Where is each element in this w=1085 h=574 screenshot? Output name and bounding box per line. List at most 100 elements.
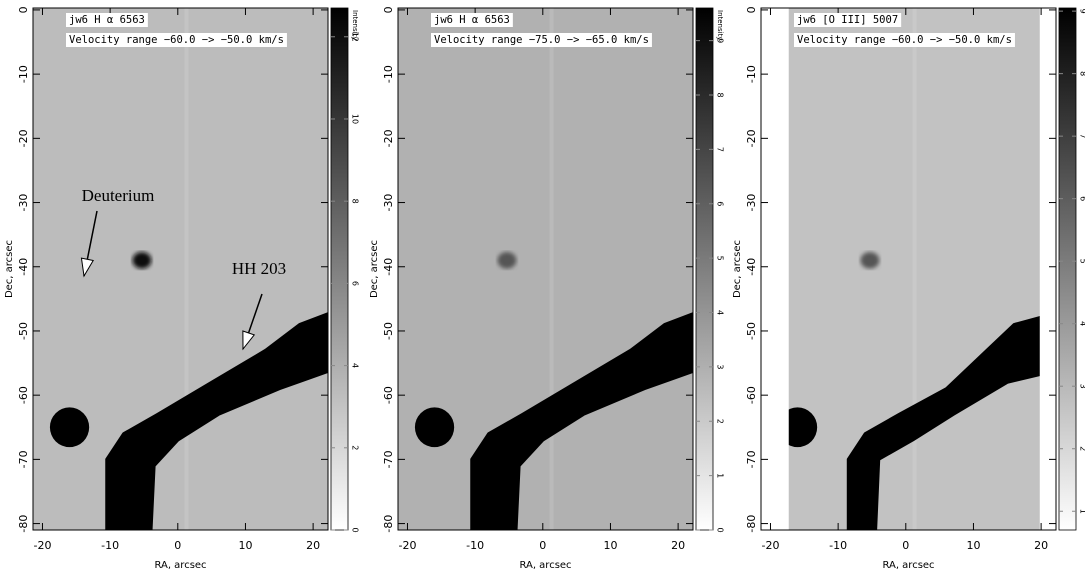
label-box — [431, 13, 513, 27]
x-tick-label: 0 — [902, 539, 909, 552]
y-tick-label: -80 — [382, 515, 395, 533]
bright-spot — [497, 251, 517, 269]
x-tick-label: 10 — [603, 539, 617, 552]
y-tick-label: -50 — [17, 322, 30, 340]
colorbar-tick-label: 2 — [351, 445, 360, 450]
x-axis-label: RA, arcsec — [154, 560, 206, 571]
colorbar-tick-label: 6 — [716, 201, 725, 206]
image-background — [33, 8, 328, 530]
colorbar — [1058, 7, 1077, 531]
x-tick-label: -20 — [398, 539, 416, 552]
y-tick-label: -80 — [17, 515, 30, 533]
colorbar-tick-label: 12 — [351, 32, 360, 42]
y-tick-label: -40 — [745, 258, 758, 276]
bright-spot — [860, 251, 880, 269]
colorbar-tick-label: 3 — [1079, 384, 1085, 389]
colorbar — [695, 7, 714, 531]
colorbar-tick-label: 0 — [716, 527, 725, 532]
colorbar-tick-label: 5 — [716, 256, 725, 261]
colorbar-tick-label: 6 — [1079, 196, 1085, 201]
image — [398, 8, 693, 530]
colorbar-tick-label: 10 — [351, 114, 360, 124]
y-tick-label: -60 — [17, 386, 30, 404]
colorbar-tick-label: 8 — [716, 92, 725, 97]
y-tick-label: -40 — [17, 258, 30, 276]
x-axis-label: RA, arcsec — [519, 560, 571, 571]
y-tick-label: -50 — [382, 322, 395, 340]
colorbar — [330, 7, 349, 531]
blank-strip — [1039, 8, 1056, 530]
colorbar-tick-label: 5 — [1079, 259, 1085, 264]
y-tick-label: 0 — [382, 6, 395, 13]
jet-feature — [105, 312, 328, 530]
dark-knot — [414, 407, 455, 448]
y-tick-label: -60 — [382, 386, 395, 404]
y-axis-label: Dec, arcsec — [732, 240, 743, 298]
y-axis-label: Dec, arcsec — [369, 240, 380, 298]
plot-frame — [32, 7, 329, 531]
bright-spot — [132, 251, 152, 269]
colorbar-tick-label: 2 — [716, 419, 725, 424]
y-tick-label: -60 — [745, 386, 758, 404]
colorbar-label: Intensity — [716, 10, 724, 40]
x-tick-label: 0 — [539, 539, 546, 552]
y-tick-label: -20 — [745, 129, 758, 147]
panel-label: jw6 [O III] 5007 — [797, 14, 898, 26]
y-tick-label: -10 — [745, 65, 758, 83]
x-tick-label: 0 — [174, 539, 181, 552]
image-background — [398, 8, 693, 530]
image-seam — [912, 8, 917, 530]
panel-label: Velocity range −75.0 −> −65.0 km/s — [434, 34, 649, 46]
colorbar-tick-label: 6 — [351, 281, 360, 286]
y-tick-label: -10 — [382, 65, 395, 83]
colorbar-tick-label: 9 — [1079, 9, 1085, 14]
y-tick-label: -70 — [382, 450, 395, 468]
label-box — [66, 13, 148, 27]
plot-frame — [760, 7, 1057, 531]
jet-feature — [846, 311, 1056, 530]
panel: -20 -10 0 10 200-10-20-30-40-50-60-70-80RA, … — [4, 6, 360, 571]
panel-label: jw6 H α 6563 — [69, 14, 145, 26]
y-axis-label: Dec, arcsec — [4, 240, 15, 298]
y-tick-label: -10 — [17, 65, 30, 83]
x-tick-label: -20 — [33, 539, 51, 552]
image-seam — [549, 8, 554, 530]
y-tick-label: 0 — [17, 6, 30, 13]
dark-knot — [49, 407, 90, 448]
panel-label: jw6 H α 6563 — [434, 14, 510, 26]
y-tick-label: -80 — [745, 515, 758, 533]
jet-feature — [470, 312, 693, 530]
y-tick-label: -30 — [17, 194, 30, 212]
label-box — [794, 33, 1015, 47]
image — [761, 8, 1056, 530]
label-box — [794, 13, 902, 27]
panel: -20 -10 0 10 200-10-20-30-40-50-60-70-80RA, … — [369, 6, 725, 571]
x-tick-label: 20 — [1034, 539, 1048, 552]
colorbar-tick-label: 4 — [1079, 321, 1085, 326]
colorbar-tick-label: 2 — [1079, 446, 1085, 451]
x-tick-label: 10 — [966, 539, 980, 552]
panel-label: Velocity range −60.0 −> −50.0 km/s — [797, 34, 1012, 46]
panel: -20 -10 0 10 200-10-20-30-40-50-60-70-80RA, … — [732, 6, 1085, 571]
blank-strip — [761, 8, 789, 530]
colorbar-tick-label: 8 — [1079, 71, 1085, 76]
colorbar-tick-label: 9 — [716, 38, 725, 43]
colorbar-tick-label: 1 — [1079, 509, 1085, 514]
y-tick-label: -20 — [382, 129, 395, 147]
x-axis-label: RA, arcsec — [882, 560, 934, 571]
x-tick-label: 20 — [306, 539, 320, 552]
x-tick-label: -10 — [466, 539, 484, 552]
y-tick-label: -30 — [382, 194, 395, 212]
arrow-head — [80, 257, 95, 278]
image-background — [761, 8, 1056, 530]
annotation: Deuterium — [82, 186, 155, 205]
x-tick-label: -10 — [829, 539, 847, 552]
x-tick-label: -10 — [101, 539, 119, 552]
arrow-head — [242, 330, 256, 351]
image — [33, 8, 328, 530]
y-tick-label: -70 — [17, 450, 30, 468]
label-box — [431, 33, 652, 47]
